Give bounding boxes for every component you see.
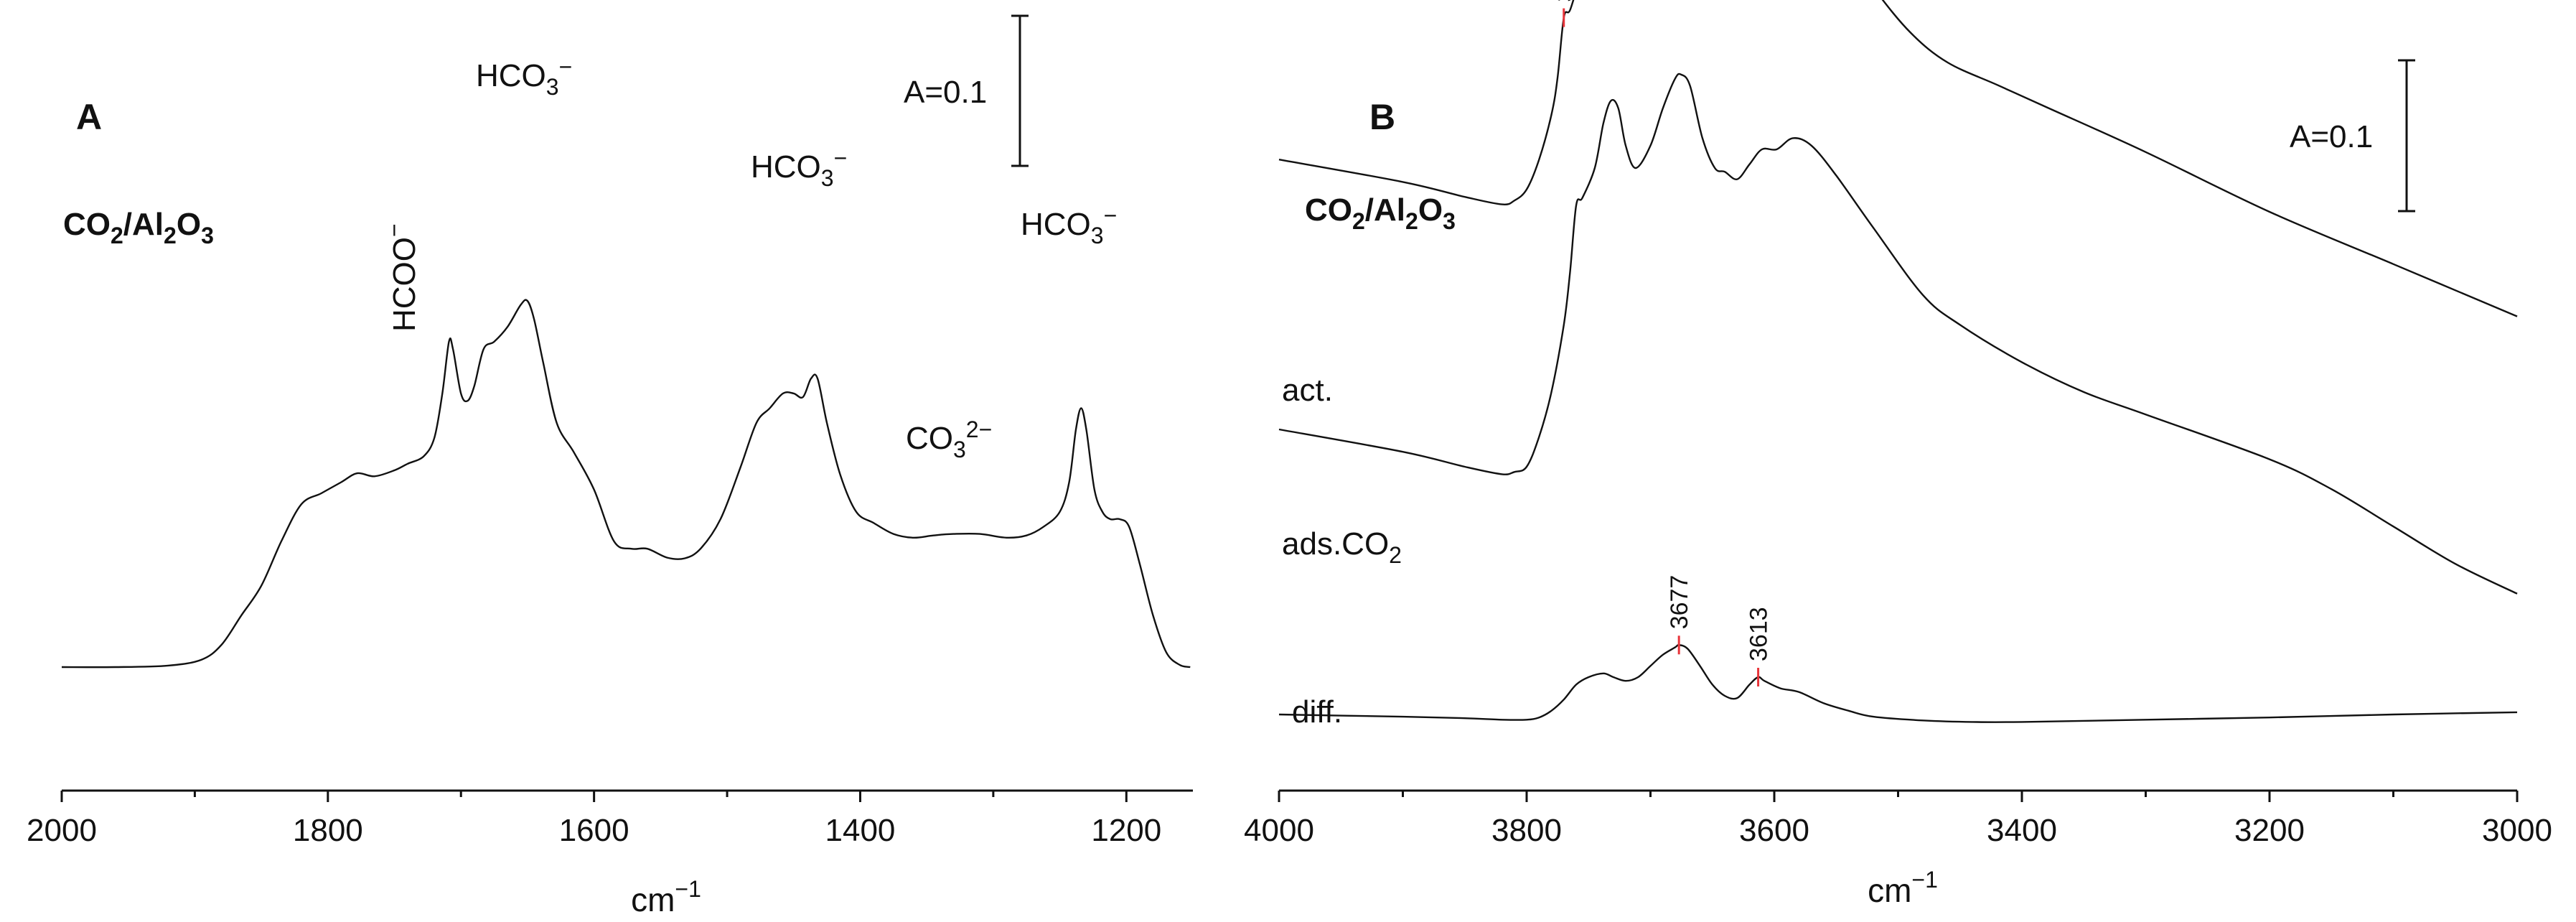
panel-a-x-axis-title: cm−1 [631, 876, 701, 918]
series-line-co2-al2o3 [61, 299, 1191, 669]
series-line-diff [1278, 644, 2518, 723]
panel-b-scale-bar [2398, 59, 2415, 213]
band-label-hcoo: HCOO− [381, 223, 422, 332]
panel-b-sample-label: CO2/Al2O3 [1305, 192, 1456, 234]
peak-label-3770: 3770 [1551, 0, 1578, 2]
band-label-hco3-1650: HCO3− [476, 54, 572, 100]
x-tick-label: 1200 [1091, 813, 1161, 848]
x-tick-label: 3800 [1491, 813, 1562, 848]
band-label-co3: CO32− [906, 416, 992, 462]
panel-b: B CO2/Al2O3 act. ads.CO2 diff. A=0.1 377… [1244, 0, 2552, 909]
panel-b-scale-label: A=0.1 [2290, 119, 2373, 154]
band-label-hco3-1435: HCO3− [751, 145, 847, 191]
trace-label-diff: diff. [1292, 694, 1342, 730]
x-tick-label: 1400 [825, 813, 896, 848]
panel-a-traces [61, 299, 1191, 669]
panel-b-traces [1278, 0, 2518, 723]
panel-a-letter: A [76, 97, 102, 137]
x-tick-label: 3400 [1987, 813, 2057, 848]
panel-a: A CO2/Al2O3 HCOO− HCO3− HCO3− CO32− HCO3… [27, 14, 1193, 918]
x-tick-label: 3200 [2234, 813, 2305, 848]
panel-b-peaks: 377037553730367536773613 [1551, 0, 1773, 686]
peak-label-3677: 3677 [1666, 575, 1693, 630]
trace-label-ads-co2: ads.CO2 [1282, 526, 1402, 568]
x-tick-label: 1600 [559, 813, 629, 848]
panel-a-ticks: 2000 1800 1600 1400 1200 [27, 791, 1161, 848]
panel-b-ticks: 4000 3800 3600 3400 3200 3000 [1244, 791, 2552, 848]
x-tick-label: 1800 [293, 813, 363, 848]
peak-label-3613: 3613 [1746, 607, 1773, 661]
band-label-hco3-1230: HCO3− [1021, 202, 1117, 248]
series-line-ads-co2 [1278, 73, 2518, 595]
x-tick-label: 2000 [27, 813, 97, 848]
x-tick-label: 3600 [1739, 813, 1809, 848]
panel-a-scale-label: A=0.1 [904, 75, 987, 110]
panel-b-letter: B [1369, 97, 1395, 137]
x-tick-label: 4000 [1244, 813, 1314, 848]
series-line-act [1278, 0, 2518, 317]
x-tick-label: 3000 [2482, 813, 2552, 848]
panel-a-sample-label: CO2/Al2O3 [63, 207, 214, 248]
panel-b-x-axis-title: cm−1 [1868, 867, 1938, 909]
panel-a-scale-bar [1011, 14, 1029, 167]
trace-label-act: act. [1282, 373, 1333, 408]
